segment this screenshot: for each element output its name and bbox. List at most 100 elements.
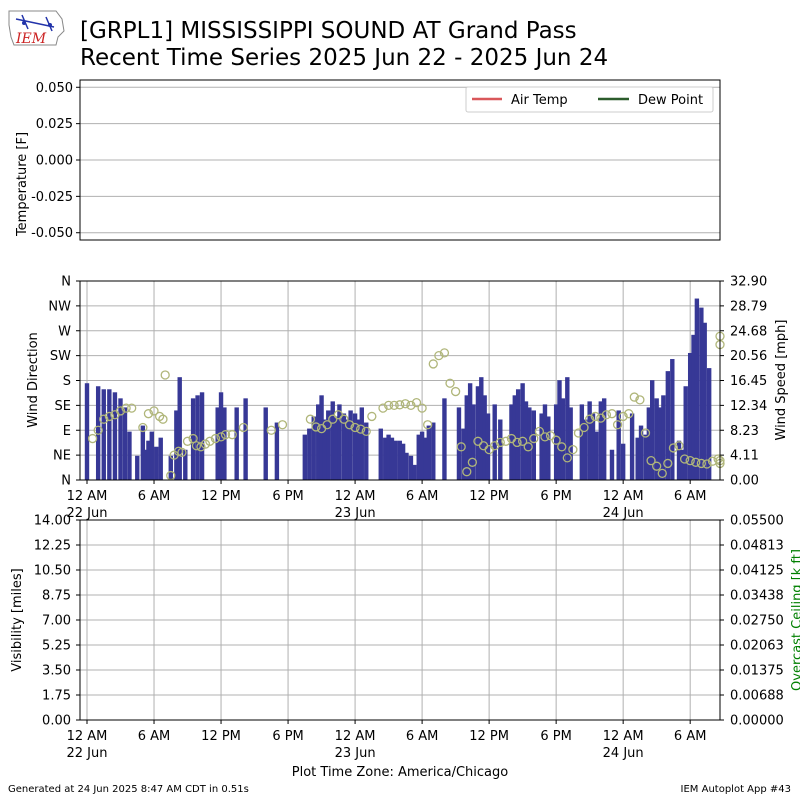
wind-direction-marker [450,386,461,397]
ceiling-tick-label: 0.00688 [730,689,784,704]
wind-direction-marker [191,441,202,451]
wind-speed-bar [218,392,224,480]
ceiling-tick-label: 0.02063 [730,639,784,654]
wind-speed-bar [302,434,308,480]
wind-speed-bar [330,401,335,480]
wind-direction-marker [635,395,645,405]
wind-direction-marker [562,453,572,463]
visibility-xtick-date-label: 23 Jun [335,746,376,761]
wind-xtick-label: 6 PM [272,489,303,504]
ceiling-ylabel: Overcast Ceiling [k ft] [790,549,800,691]
temperature-ylabel: Temperature [F] [15,132,30,237]
wind-direction-marker [121,403,131,413]
wind-speed-bar [311,416,316,480]
wind-direction-marker [266,425,276,435]
wind-direction-marker [383,400,394,411]
wind-speed-bar [316,404,321,480]
visibility-frame [79,519,721,721]
wind-direction-marker [138,422,148,433]
wind-xtick-label: 6 AM [406,489,439,504]
wind-speed-ylabel: Wind Speed [mph] [774,320,789,441]
ceiling-tick-label: 0.00000 [730,714,784,729]
wind-speed-bar [307,428,312,480]
visibility-tick-label: 3.50 [42,664,71,679]
wind-speed-tick-label: 32.90 [730,275,767,290]
wind-speed-bar [431,422,436,480]
wind-direction-marker [618,411,628,422]
wind-direction-marker [158,414,168,424]
wind-speed-tick-label: 20.56 [730,349,767,364]
visibility-xtick-label: 6 PM [272,729,303,744]
iowa-map-icon: IEM [8,10,65,47]
wind-speed-bar [542,404,548,480]
wind-direction-marker [523,442,533,452]
wind-direction-marker [115,406,126,416]
wind-direction-marker [579,422,589,433]
wind-speed-bar [565,377,570,480]
legend-dew-point-label: Dew Point [638,93,703,108]
temperature-ytick-label: -0.050 [31,226,73,241]
temperature-frame [79,79,721,241]
wind-direction-marker [551,435,561,445]
temperature-legend: Air Temp Dew Point [465,86,714,113]
wind-direction-marker [378,403,388,413]
wind-speed-tick-label: 24.68 [730,324,767,339]
wind-speed-bar [691,334,696,480]
wind-speed-bar [461,428,466,480]
wind-speed-bar [154,446,159,480]
wind-xtick-date-label: 24 Jun [603,506,644,521]
visibility-xtick-label: 12 AM [603,729,644,744]
wind-speed-bar [699,307,704,480]
wind-speed-bar [142,449,148,480]
wind-direction-marker [557,442,567,452]
wind-direction-marker [417,403,427,413]
wind-speed-bar [348,410,353,480]
wind-speed-bar [646,407,652,480]
visibility-xtick-label: 6 AM [674,729,707,744]
wind-speed-bar [158,437,163,480]
wind-speed-bar [356,419,361,480]
wind-speed-bar [177,377,182,480]
wind-speed-bar [531,410,536,480]
wind-speed-bar [118,398,123,480]
temperature-ytick-label: 0.000 [36,154,73,169]
visibility-ceiling-panel: 0.00 0.00000 1.75 0.00688 3.50 0.01375 5.25 0.0… [34,514,784,762]
wind-direction-marker [607,409,617,419]
wind-speed-bar [400,443,406,480]
wind-speed-bar [174,410,179,480]
wind-speed-bar [601,398,607,480]
wind-direction-marker [545,431,556,441]
wind-direction-tick-label: NE [53,449,71,464]
wind-speed-bar [84,383,90,480]
visibility-tick-label: 5.25 [42,639,71,654]
wind-xtick-label: 12 PM [201,489,241,504]
wind-speed-bar [582,419,588,480]
wind-speed-bar [654,398,659,480]
wind-speed-tick-label: 8.23 [730,424,759,439]
wind-speed-bar [620,443,626,480]
wind-direction-marker [143,409,154,419]
wind-direction-marker [406,400,416,411]
wind-direction-marker [612,420,623,430]
wind-speed-bar [101,389,106,480]
wind-direction-marker [590,411,600,422]
wind-direction-marker [501,436,511,446]
wind-panel: N 0.00 NE 4.11 E 8.23 SE 12.34 S 16.45 SW 20.56 W 24.… [48,275,767,522]
wind-direction-marker [177,447,187,458]
wind-direction-marker [601,410,612,420]
wind-speed-bar [383,437,388,480]
wind-speed-bar [149,431,154,480]
visibility-tick-label: 10.50 [34,564,71,579]
wind-speed-bar [546,416,551,480]
wind-speed-bar [657,407,663,480]
wind-direction-marker [356,424,366,434]
wind-xtick-label: 6 PM [540,489,571,504]
wind-direction-marker [702,459,712,469]
wind-direction-marker [624,409,634,419]
wind-direction-marker [322,420,332,430]
wind-direction-marker [227,430,237,440]
visibility-xtick-label: 6 PM [540,729,571,744]
wind-direction-marker [668,443,679,453]
wind-speed-bar [442,398,447,480]
wind-speed-bar [539,413,544,480]
